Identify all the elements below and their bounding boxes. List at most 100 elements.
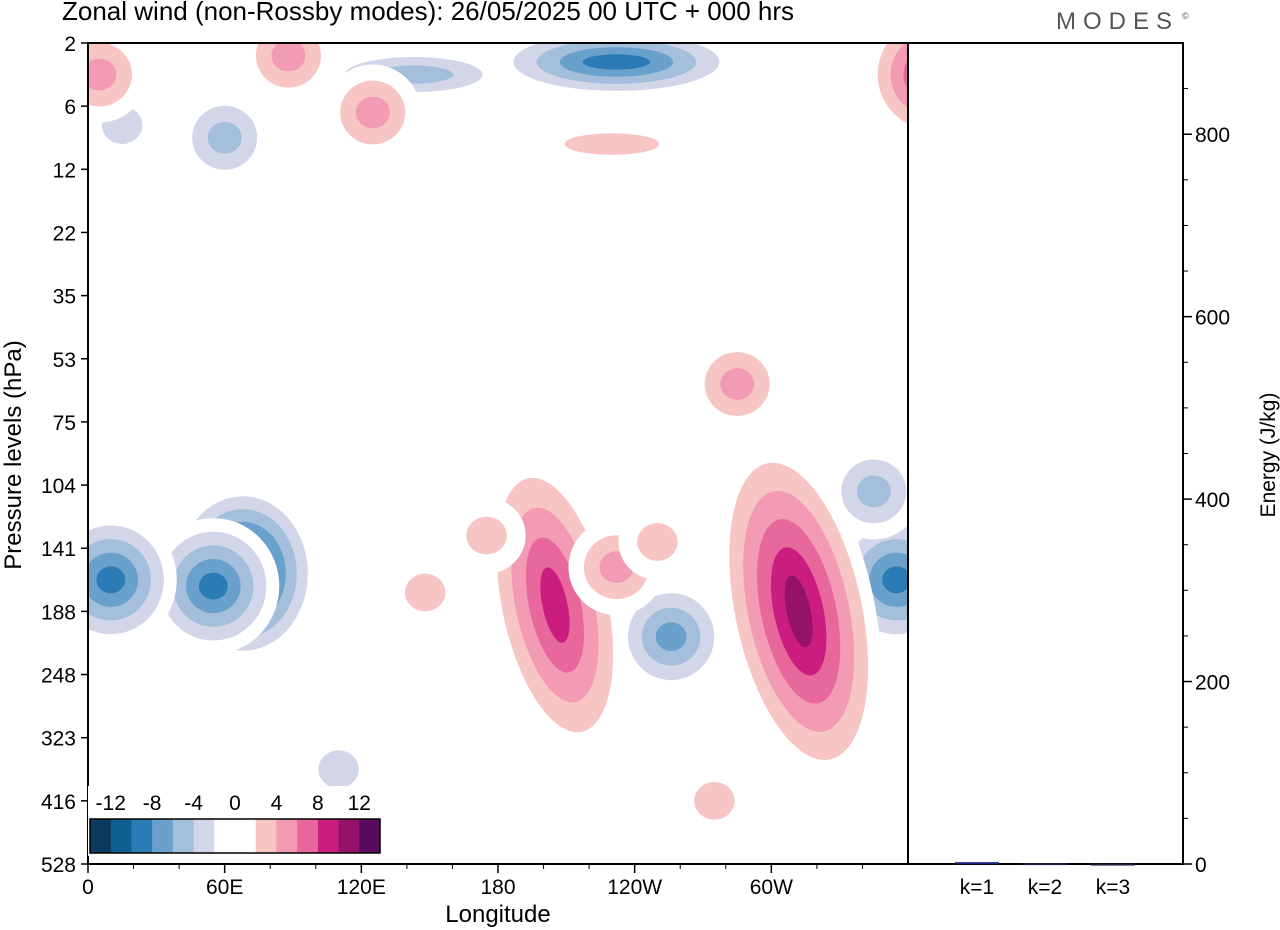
energy-bar [955, 862, 999, 865]
contour-level [88, 58, 117, 91]
heatmap-feature [715, 434, 882, 789]
heatmap-feature [176, 89, 273, 186]
contour-level [466, 516, 507, 555]
colorbar-frame [89, 818, 381, 854]
colorbar-tick-label: 12 [348, 792, 371, 815]
y-tick-label: 188 [41, 601, 76, 624]
energy-axis-label: Energy (J/kg) [1257, 393, 1280, 518]
contour-level [355, 96, 390, 129]
heatmap-field [88, 43, 945, 839]
y-tick-label: 22 [53, 222, 76, 245]
chart-title: Zonal wind (non-Rossby modes): 26/05/202… [62, 0, 794, 26]
energy-tick-label: 800 [1195, 124, 1230, 147]
contour-level [856, 475, 891, 508]
y-tick-label: 75 [53, 412, 76, 435]
y-tick-label: 248 [41, 665, 76, 688]
contour-level [540, 567, 570, 643]
colorbar-swatch [214, 819, 236, 853]
colorbar-swatch [193, 819, 215, 853]
energy-bar [1023, 863, 1067, 866]
heatmap-feature [675, 762, 754, 839]
contour-level [207, 121, 242, 154]
colorbar-tick-label: -8 [143, 792, 162, 815]
y-axis-label: Pressure levels (hPa) [0, 340, 27, 569]
energy-tick-label: 200 [1195, 672, 1230, 695]
y-tick-label: 323 [41, 728, 76, 751]
contour-level [96, 566, 126, 594]
heatmap-feature [614, 578, 729, 695]
energy-category-label: k=2 [1028, 876, 1062, 899]
y-tick-label: 141 [41, 538, 76, 561]
y-tick-label: 6 [64, 96, 76, 119]
x-tick-label: 120W [607, 876, 662, 899]
contour-level [903, 59, 908, 90]
modes-logo: MODES [1056, 8, 1180, 35]
heatmap-feature [490, 43, 743, 98]
colorbar-swatch [317, 819, 340, 853]
colorbar-swatch [255, 819, 277, 853]
heatmap-feature [864, 43, 945, 139]
contour-level [404, 573, 446, 612]
colorbar-tick-label: 4 [271, 792, 283, 815]
colorbar-swatch [152, 819, 174, 853]
heatmap-feature [386, 554, 465, 631]
contour-level [890, 43, 908, 109]
x-axis-label: Longitude [445, 901, 550, 928]
heatmap-feature [527, 123, 696, 166]
x-tick-label: 60W [750, 876, 793, 899]
energy-tick-label: 600 [1195, 307, 1230, 330]
colorbar-tick-label: 8 [312, 792, 324, 815]
heatmap-feature [618, 503, 697, 580]
heatmap-feature [147, 518, 280, 655]
energy-panel-frame [907, 42, 1184, 865]
contour-level [882, 566, 908, 594]
heatmap-feature [324, 64, 421, 161]
heatmap-feature [447, 497, 526, 574]
energy-bar [1091, 863, 1135, 866]
colorbar-tick-label: -4 [184, 792, 203, 815]
heatmap-feature [240, 43, 337, 104]
heatmap-feature [88, 511, 177, 648]
heatmap-feature [689, 336, 786, 433]
logo-registered-mark: © [1182, 11, 1189, 21]
y-tick-label: 2 [64, 33, 76, 56]
y-tick-label: 104 [41, 475, 76, 498]
contour-level [694, 781, 735, 820]
colorbar-swatch [172, 819, 195, 853]
x-tick-label: 120E [337, 876, 386, 899]
heatmap-feature [88, 43, 148, 123]
colorbar-swatch [338, 819, 360, 853]
contour-level [564, 133, 660, 155]
contour-level [655, 622, 687, 651]
colorbar-tick-label: -12 [96, 792, 126, 815]
energy-category-label: k=1 [960, 876, 994, 899]
y-tick-label: 416 [41, 791, 76, 814]
contour-level [916, 61, 945, 88]
contour-level [637, 523, 678, 561]
contour-level [318, 750, 359, 789]
contour-level [582, 54, 651, 70]
y-tick-label: 35 [53, 286, 76, 309]
y-tick-label: 528 [41, 854, 76, 877]
colorbar-swatch [297, 819, 319, 853]
colorbar-swatch [359, 819, 381, 853]
contour-level [198, 572, 228, 600]
y-tick-label: 53 [53, 349, 76, 372]
x-tick-label: 0 [82, 876, 94, 899]
x-tick-label: 180 [480, 876, 515, 899]
colorbar-swatch [90, 819, 112, 853]
energy-tick-label: 400 [1195, 489, 1230, 512]
contour-level [720, 368, 755, 400]
y-tick-label: 12 [53, 159, 76, 182]
contour-level [784, 575, 813, 648]
colorbar-swatch [276, 819, 298, 853]
colorbar-tick-label: 0 [229, 792, 241, 815]
colorbar-swatch [110, 819, 132, 853]
colorbar-swatch [235, 819, 257, 853]
energy-category-label: k=3 [1096, 876, 1130, 899]
colorbar-swatch [131, 819, 153, 853]
contour-level [271, 43, 306, 72]
energy-tick-label: 0 [1195, 854, 1207, 877]
x-tick-label: 60E [206, 876, 243, 899]
